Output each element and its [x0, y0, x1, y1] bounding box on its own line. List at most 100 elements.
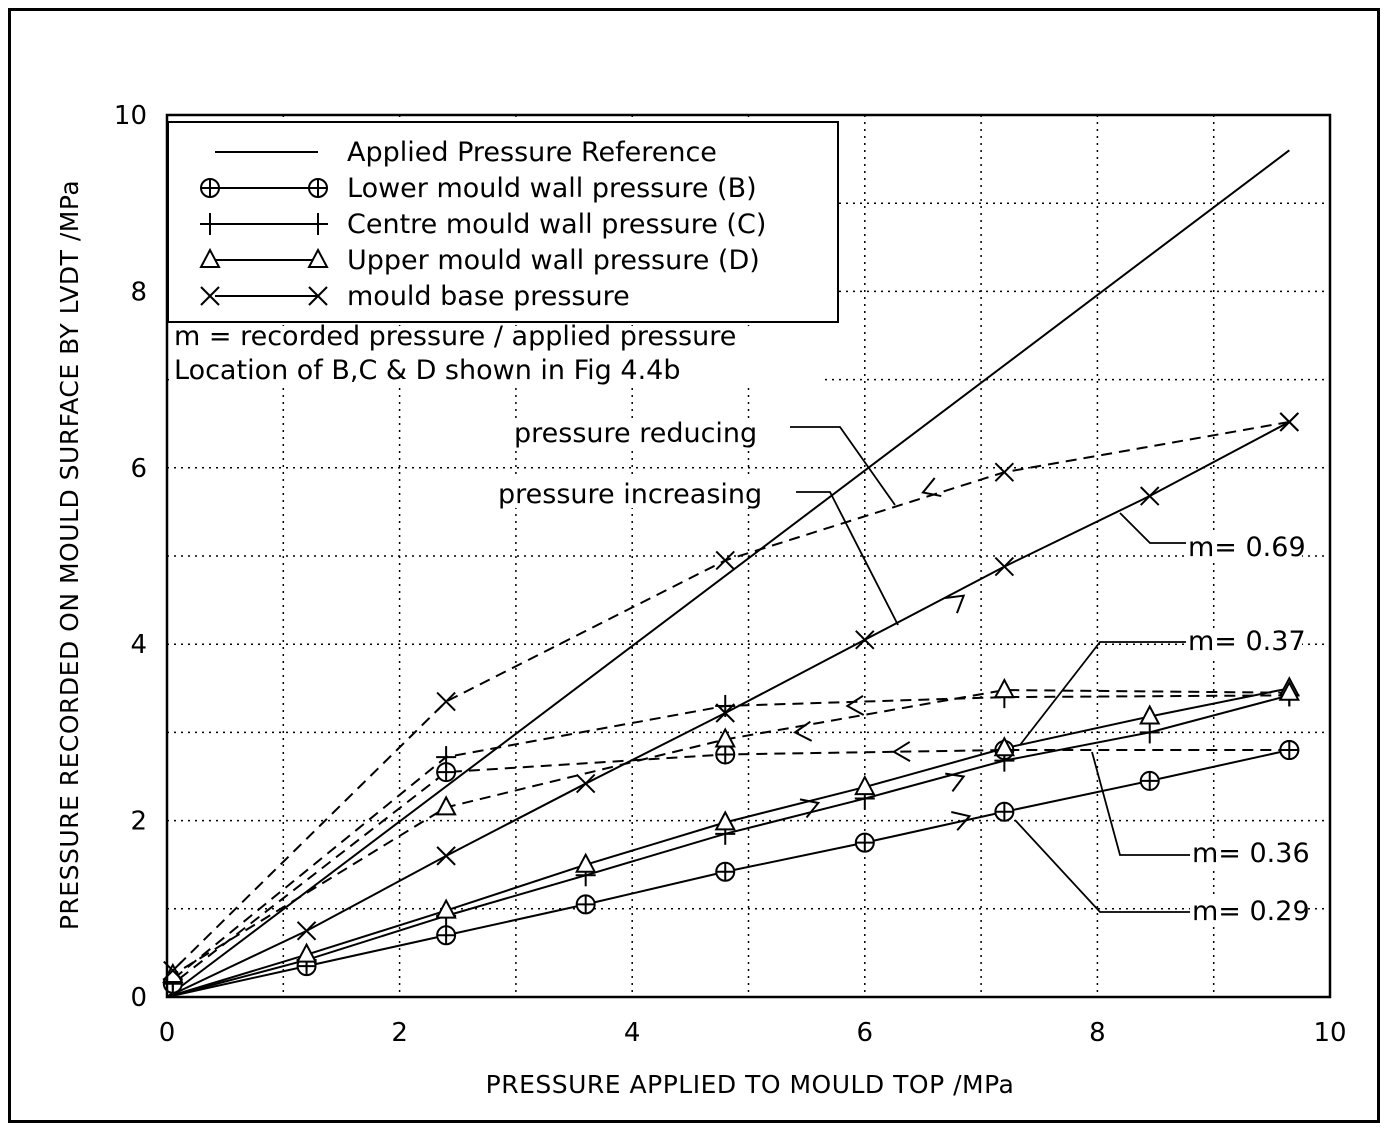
marker-stroke [994, 462, 1015, 482]
direction-arrow [799, 798, 821, 819]
leader-line [1014, 819, 1190, 913]
legend-entry-centre-wall: Centre mould wall pressure (C) [347, 209, 766, 240]
marker-circle-plus [715, 861, 736, 882]
marker-triangle [993, 677, 1016, 699]
marker-x [994, 462, 1015, 482]
x-tick-label: 0 [159, 1018, 176, 1048]
y-tick-label: 8 [130, 277, 147, 307]
x-tick-label: 2 [391, 1018, 408, 1048]
marker-triangle [993, 736, 1016, 757]
leader-line [790, 426, 896, 506]
x-tick-label: 10 [1313, 1018, 1346, 1048]
marker-triangle [714, 810, 736, 831]
series-line-0 [166, 149, 1290, 998]
marker-triangle [714, 727, 736, 748]
marker-stroke [436, 691, 456, 712]
marker-circle-plus [994, 801, 1015, 822]
direction-arrow [945, 594, 966, 614]
annotation-m-069: m= 0.69 [1188, 532, 1306, 563]
marker-triangle [854, 774, 876, 796]
y-tick-label: 2 [130, 807, 147, 837]
marker-triangle [307, 247, 329, 268]
marker-x [296, 921, 317, 941]
leader-line [796, 491, 899, 626]
marker-triangle [435, 898, 457, 919]
x-tick-label: 6 [857, 1018, 874, 1048]
y-tick-label: 4 [130, 630, 147, 660]
annotation-m-029: m= 0.29 [1192, 896, 1310, 927]
marker-circle-plus [436, 925, 457, 946]
direction-arrow [891, 741, 911, 762]
annotation-pressure-reducing: pressure reducing [514, 418, 757, 449]
marker-stroke [308, 286, 328, 306]
direction-arrows [793, 477, 972, 831]
marker-circle-plus [308, 178, 328, 198]
legend-entry-reference: Applied Pressure Reference [347, 137, 717, 168]
legend-entry-mould-base: mould base pressure [347, 281, 630, 312]
annotation-pressure-increasing: pressure increasing [498, 479, 762, 510]
marker-triangle [199, 247, 221, 268]
marker-triangle [199, 247, 221, 268]
plot-area-border [165, 113, 1332, 999]
marker-triangle [1139, 704, 1161, 725]
marker-triangle [575, 852, 597, 873]
marker-triangle [435, 795, 457, 816]
marker-x [1140, 486, 1160, 506]
marker-triangle [714, 810, 736, 831]
y-tick-label: 6 [130, 454, 147, 484]
marker-circle-plus [1139, 770, 1160, 791]
marker-x [436, 846, 456, 866]
leader-line [1019, 641, 1186, 746]
marker-layer [162, 412, 1300, 994]
marker-plus [1139, 721, 1160, 744]
direction-arrow [945, 772, 966, 792]
marker-triangle [1278, 680, 1300, 701]
marker-plus [308, 213, 328, 235]
marker-x [200, 286, 220, 306]
marker-triangle [714, 727, 736, 748]
marker-circle-plus [436, 762, 457, 783]
legend-entry-lower-wall: Lower mould wall pressure (B) [347, 173, 757, 204]
marker-triangle [993, 736, 1016, 757]
marker-plus [200, 213, 220, 235]
figure-frame [8, 8, 1380, 1123]
direction-arrow [845, 694, 865, 716]
marker-triangle [575, 852, 597, 873]
marker-circle-plus [715, 744, 736, 765]
x-tick-label: 4 [624, 1018, 641, 1048]
marker-circle-plus [1279, 740, 1300, 761]
marker-x [715, 703, 735, 723]
marker-plus [436, 746, 457, 769]
marker-triangle [162, 962, 184, 983]
marker-stroke [200, 286, 220, 306]
marker-x [855, 630, 875, 650]
marker-stroke [1140, 486, 1160, 506]
marker-triangle [435, 795, 457, 816]
marker-triangle [307, 247, 329, 268]
marker-circle-plus [575, 894, 596, 915]
legend-entry-upper-wall: Upper mould wall pressure (D) [347, 245, 760, 276]
marker-triangle [993, 677, 1016, 699]
marker-triangle [854, 774, 876, 796]
marker-stroke [715, 550, 735, 571]
x-axis-label: PRESSURE APPLIED TO MOULD TOP /MPa [486, 1070, 1015, 1099]
annotation-m-036: m= 0.36 [1192, 838, 1310, 869]
y-tick-label: 0 [130, 983, 147, 1013]
direction-arrow [951, 811, 972, 831]
y-axis-label: PRESSURE RECORDED ON MOULD SURFACE BY LV… [55, 180, 84, 930]
marker-stroke [575, 773, 596, 794]
direction-arrow [921, 477, 942, 498]
marker-stroke [436, 846, 456, 866]
marker-x [715, 550, 735, 571]
leader-line [1091, 751, 1190, 856]
marker-circle-plus [200, 178, 220, 198]
annotation-leader-lines [790, 426, 1190, 913]
marker-triangle [435, 898, 457, 919]
leader-line [1119, 512, 1186, 544]
marker-x [994, 556, 1015, 577]
marker-triangle [1278, 680, 1300, 701]
marker-triangle [295, 942, 318, 963]
marker-stroke [1279, 412, 1300, 432]
x-tick-label: 8 [1089, 1018, 1106, 1048]
